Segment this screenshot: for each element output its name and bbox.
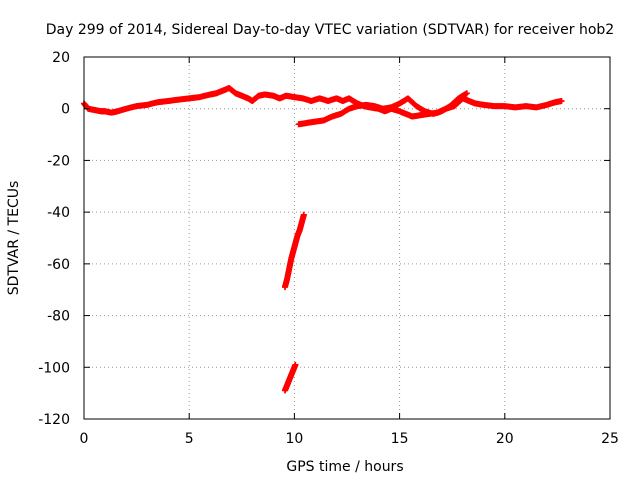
y-tick-label: 20 bbox=[52, 50, 70, 66]
y-tick-label: 0 bbox=[61, 102, 70, 118]
data-point bbox=[292, 361, 299, 368]
y-tick-label: -100 bbox=[38, 360, 70, 376]
data-point bbox=[463, 90, 470, 97]
y-tick-label: -20 bbox=[47, 153, 70, 169]
chart-title: Day 299 of 2014, Sidereal Day-to-day VTE… bbox=[46, 22, 614, 38]
series-upper-streak bbox=[281, 211, 307, 291]
y-tick-label: -60 bbox=[47, 257, 70, 273]
y-tick-label: -120 bbox=[38, 412, 70, 428]
x-tick-label: 0 bbox=[80, 431, 89, 447]
y-tick-label: -80 bbox=[47, 309, 70, 325]
x-tick-label: 5 bbox=[185, 431, 194, 447]
axis-ticks: 0 5 10 15 20 25 20 0 -20 -40 -60 -80 -100 -120 bbox=[38, 50, 619, 447]
x-tick-label: 25 bbox=[601, 431, 619, 447]
series-secondary-band bbox=[295, 90, 470, 128]
series-main-band bbox=[81, 85, 565, 120]
x-tick-label: 10 bbox=[285, 431, 303, 447]
series-lower-streak bbox=[281, 361, 299, 394]
data-points bbox=[81, 85, 565, 394]
data-point bbox=[558, 97, 565, 104]
y-tick-label: -40 bbox=[47, 205, 70, 221]
x-tick-label: 15 bbox=[391, 431, 409, 447]
y-axis-label: SDTVAR / TECUs bbox=[6, 181, 22, 296]
plot-frame bbox=[83, 56, 611, 420]
data-point bbox=[300, 211, 307, 218]
x-axis-label: GPS time / hours bbox=[286, 459, 403, 475]
x-tick-label: 20 bbox=[496, 431, 514, 447]
